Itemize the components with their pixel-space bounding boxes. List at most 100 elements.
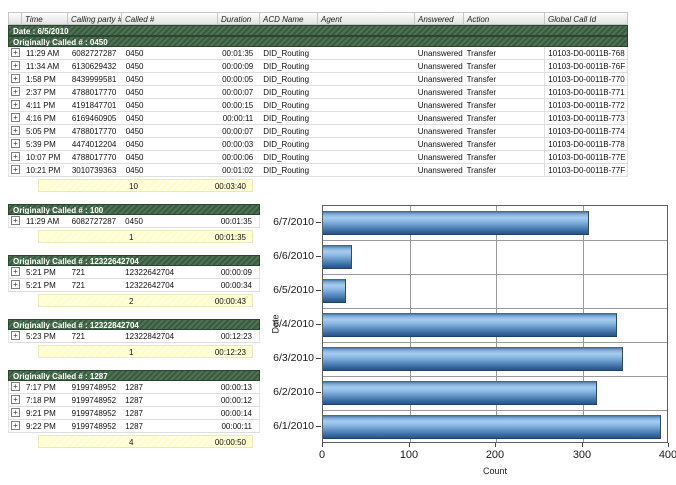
expand-icon[interactable]: + (11, 395, 20, 404)
expand-icon[interactable]: + (11, 382, 20, 391)
cell-called: 0450 (125, 49, 144, 58)
cell-answered: Unanswered (417, 75, 463, 84)
table-row: +5:23 PM 721 12322842704 00:12:23 (8, 330, 260, 343)
y-tick-label: 6/6/2010 (273, 250, 314, 262)
expand-icon[interactable]: + (11, 139, 20, 148)
table-row: +1:58 PM 8439999581 0450 00:00:05 DID_Routin… (8, 73, 628, 86)
column-header-time[interactable]: Time (22, 12, 68, 25)
cell-answered: Unanswered (417, 127, 463, 136)
cell-calling-party: 4788017770 (71, 127, 117, 136)
cell-duration: 00:00:07 (222, 127, 254, 136)
expand-cell: + (9, 420, 23, 432)
cell-action: Transfer (466, 166, 497, 175)
column-header-action[interactable]: Action (464, 12, 545, 25)
column-header-answered[interactable]: Answered (415, 12, 464, 25)
cell-calling-party: 721 (71, 268, 85, 277)
expand-cell: + (9, 266, 23, 278)
cell-agent (318, 73, 415, 85)
expand-icon[interactable]: + (11, 126, 20, 135)
cell-action: Transfer (466, 127, 497, 136)
expand-icon[interactable]: + (11, 331, 20, 340)
cell-global-call-id: 10103-D0-0011B-768 (544, 47, 627, 59)
cell-calling-party: 4788017770 (71, 88, 117, 97)
cell-calling-party: 3010739363 (71, 166, 117, 175)
table-row: +4:16 PM 6169460905 0450 00:00:11 DID_Routin… (8, 112, 628, 125)
expand-cell: + (9, 394, 23, 406)
expand-icon[interactable]: + (11, 421, 20, 430)
table-row: +9:22 PM 9199748952 1287 00:00:11 (8, 420, 260, 433)
expand-cell: + (9, 138, 23, 150)
y-axis-tick (316, 290, 321, 291)
y-tick-label: 6/2/2010 (273, 386, 314, 398)
cell-called: 0450 (125, 62, 144, 71)
cell-global-call-id: 10103-D0-0011B-77F (544, 164, 627, 176)
cell-action: Transfer (466, 88, 497, 97)
cell-global-call-id: 10103-D0-0011B-778 (544, 138, 627, 150)
expand-icon[interactable]: + (11, 61, 20, 70)
x-axis-tick (322, 443, 323, 447)
expand-icon[interactable]: + (11, 280, 20, 289)
expand-cell: + (9, 407, 23, 419)
group-summary-row: 10 00:03:40 (38, 179, 253, 192)
cell-global-call-id: 10103-D0-0011B-76F (544, 60, 627, 72)
table-row: +11:29 AM 6082727287 0450 00:01:35 (8, 215, 260, 228)
cell-calling-party: 9199748952 (71, 422, 117, 431)
grid-header-row: Time Calling party # Called # Duration ACD N… (8, 12, 628, 25)
cell-calling-party: 9199748952 (71, 396, 117, 405)
cell-calling-party: 721 (71, 332, 85, 341)
expand-icon[interactable]: + (11, 408, 20, 417)
column-header-expand[interactable] (8, 12, 22, 25)
expand-cell: + (9, 151, 23, 163)
cell-answered: Unanswered (417, 153, 463, 162)
call-groups: Originally Called # : 0450 +11:29 AM 60827… (8, 36, 628, 448)
column-header-agent[interactable]: Agent (318, 12, 415, 25)
cell-time: 2:37 PM (26, 88, 56, 97)
cell-calling-party: 8439999581 (71, 75, 117, 84)
column-header-duration[interactable]: Duration (218, 12, 260, 25)
expand-icon[interactable]: + (11, 152, 20, 161)
expand-icon[interactable]: + (11, 165, 20, 174)
expand-icon[interactable]: + (11, 48, 20, 57)
cell-calling-party: 6082727287 (71, 49, 117, 58)
expand-icon[interactable]: + (11, 113, 20, 122)
cell-answered: Unanswered (417, 88, 463, 97)
cell-called: 1287 (125, 396, 143, 405)
column-header-global-call-id[interactable]: Global Call Id (545, 12, 628, 25)
expand-icon[interactable]: + (11, 100, 20, 109)
cell-called: 12322842704 (125, 332, 175, 341)
cell-global-call-id: 10103-D0-0011B-770 (544, 73, 627, 85)
expand-icon[interactable]: + (11, 87, 20, 96)
x-tick-label: 0 (318, 449, 326, 461)
cell-agent (318, 60, 415, 72)
expand-icon[interactable]: + (11, 74, 20, 83)
cell-time: 10:07 PM (26, 153, 61, 162)
cell-acd-name: DID_Routing (263, 49, 310, 58)
cell-duration: 00:01:35 (222, 49, 254, 58)
cell-called: 1287 (125, 422, 143, 431)
expand-cell: + (9, 73, 23, 85)
cell-global-call-id: 10103-D0-0011B-774 (544, 125, 627, 137)
date-group-header: Date : 6/5/2010 (8, 25, 628, 36)
bar-6-2-2010 (323, 381, 597, 405)
column-header-acd-name[interactable]: ACD Name (260, 12, 318, 25)
column-header-called[interactable]: Called # (122, 12, 218, 25)
cell-action: Transfer (466, 101, 497, 110)
gridline-horizontal (323, 240, 667, 241)
cell-called: 12322642704 (125, 268, 175, 277)
summary-count: 2 (129, 297, 134, 306)
cell-calling-party: 9199748952 (71, 409, 117, 418)
column-header-calling-party[interactable]: Calling party # (68, 12, 122, 25)
summary-spacer (39, 231, 123, 242)
cell-acd-name: DID_Routing (263, 127, 310, 136)
cell-duration: 00:00:05 (222, 75, 254, 84)
cell-duration: 00:00:14 (220, 409, 252, 418)
cell-calling-party: 4788017770 (71, 153, 117, 162)
cell-agent (318, 86, 415, 98)
cell-duration: 00:01:35 (220, 217, 252, 226)
cell-action: Transfer (466, 114, 497, 123)
cell-action: Transfer (466, 153, 497, 162)
expand-icon[interactable]: + (11, 267, 20, 276)
summary-spacer (39, 180, 123, 191)
expand-icon[interactable]: + (11, 216, 20, 225)
table-row: +7:18 PM 9199748952 1287 00:00:12 (8, 394, 260, 407)
